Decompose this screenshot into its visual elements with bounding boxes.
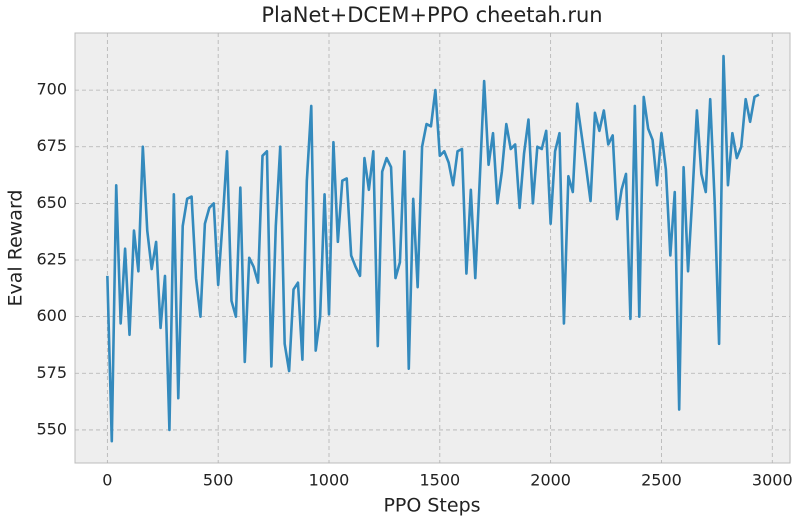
chart-title: PlaNet+DCEM+PPO cheetah.run [261,3,602,27]
y-tick-label: 700 [36,80,67,99]
x-tick-label: 3000 [752,471,793,490]
y-tick-label: 600 [36,306,67,325]
y-tick-label: 650 [36,193,67,212]
x-tick-label: 0 [102,471,112,490]
y-tick-label: 675 [36,136,67,155]
x-tick-label: 1500 [419,471,460,490]
y-tick-label: 625 [36,250,67,269]
x-tick-label: 1000 [309,471,350,490]
y-tick-label: 550 [36,419,67,438]
y-axis-label: Eval Reward [5,190,27,307]
x-axis-label: PPO Steps [383,495,480,517]
data-line [106,54,760,443]
x-tick-label: 2000 [530,471,571,490]
y-tick-label: 575 [36,363,67,382]
x-tick-label: 2500 [641,471,682,490]
x-tick-label: 500 [203,471,234,490]
